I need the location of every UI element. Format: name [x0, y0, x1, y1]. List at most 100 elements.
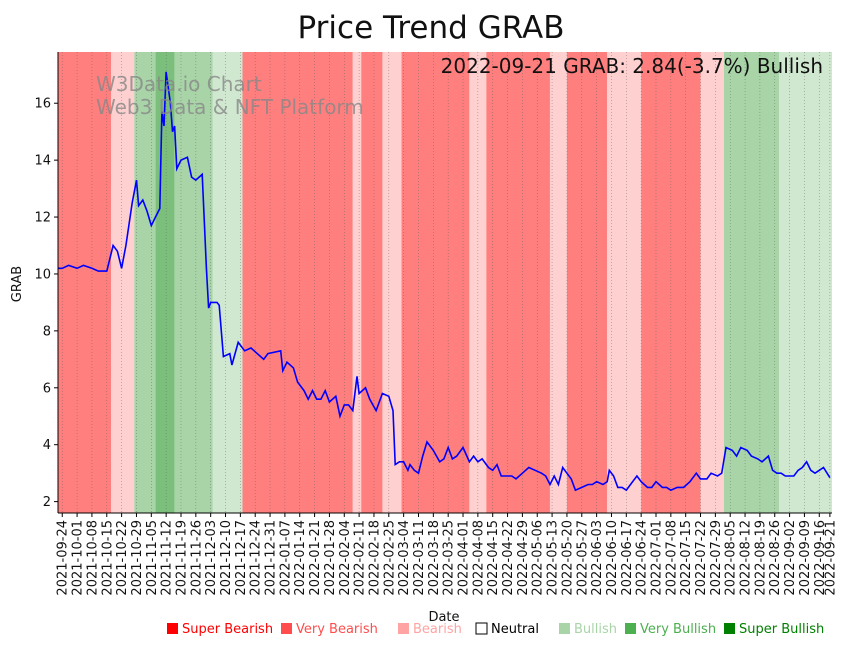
x-tick-label: 2022-07-15 — [679, 520, 694, 596]
regime-band-bearish — [352, 52, 362, 513]
legend-label-super_bullish: Super Bullish — [739, 622, 824, 637]
y-ticks: 2 4 6 8 10 12 14 16 — [34, 97, 58, 510]
x-tick-label: 2022-08-05 — [724, 520, 739, 596]
x-tick-label: 2022-08-26 — [768, 520, 783, 596]
legend-swatch-very_bearish — [281, 623, 292, 634]
x-tick-label: 2022-05-27 — [575, 520, 590, 596]
x-tick-label: 2022-07-22 — [694, 520, 709, 596]
x-tick-label: 2022-09-09 — [798, 520, 813, 596]
x-tick-label: 2021-12-24 — [249, 520, 264, 596]
x-tick-label: 2022-03-11 — [412, 520, 427, 596]
y-tick-label: 12 — [34, 211, 51, 226]
x-tick-label: 2022-02-18 — [367, 520, 382, 596]
x-tick-label: 2022-08-12 — [739, 520, 754, 596]
regime-band-bearish — [607, 52, 642, 513]
x-tick-label: 2021-10-29 — [130, 520, 145, 596]
x-tick-label: 2022-03-18 — [427, 520, 442, 596]
x-tick-label: 2022-04-08 — [471, 520, 486, 596]
legend-swatch-very_bullish — [625, 623, 636, 634]
x-tick-label: 2021-10-15 — [100, 520, 115, 596]
regime-band-bearish — [549, 52, 567, 513]
watermark-line-1: W3Data.io Chart — [96, 72, 262, 96]
legend-swatch-bearish — [398, 623, 409, 634]
regime-band-very_bearish — [58, 52, 112, 513]
legend-swatch-super_bearish — [167, 623, 178, 634]
y-tick-label: 4 — [43, 438, 51, 453]
regime-band-very_bullish — [134, 52, 156, 513]
regime-band-very_bullish — [723, 52, 779, 513]
x-tick-label: 2022-04-15 — [486, 520, 501, 596]
legend-label-super_bearish: Super Bearish — [182, 622, 273, 637]
x-tick-label: 2021-12-10 — [219, 520, 234, 596]
legend-label-very_bullish: Very Bullish — [640, 622, 716, 637]
regime-band-very_bearish — [361, 52, 383, 513]
regime-band-bullish — [212, 52, 243, 513]
x-tick-label: 2022-05-13 — [546, 520, 561, 596]
y-tick-label: 8 — [43, 324, 51, 339]
chart-title: Price Trend GRAB — [298, 10, 565, 46]
legend-label-very_bearish: Very Bearish — [296, 622, 378, 637]
regime-band-very_bearish — [486, 52, 550, 513]
regime-band-very_bearish — [242, 52, 353, 513]
regime-band-bullish — [778, 52, 832, 513]
x-tick-label: 2022-06-17 — [620, 520, 635, 596]
price-line — [58, 71, 831, 492]
regime-bands — [58, 52, 832, 513]
x-tick-label: 2021-11-12 — [160, 520, 175, 596]
watermark-line-2: Web3 Data & NFT Platform — [96, 95, 364, 119]
legend-swatch-neutral — [475, 622, 488, 635]
x-tick-label: 2021-12-17 — [234, 520, 249, 596]
x-tick-label: 2022-05-20 — [560, 520, 575, 596]
x-axis-label: Date — [428, 610, 459, 625]
x-tick-label: 2022-04-01 — [457, 520, 472, 596]
regime-band-bearish — [469, 52, 487, 513]
x-tick-label: 2022-01-28 — [323, 520, 338, 596]
regime-band-bearish — [700, 52, 724, 513]
x-tick-label: 2021-10-22 — [115, 520, 130, 596]
x-tick-label: 2022-09-02 — [783, 520, 798, 596]
x-tick-label: 2022-01-14 — [293, 520, 308, 596]
axes — [57, 52, 832, 514]
legend: Super Bearish Very Bearish Bearish Neutral B… — [167, 622, 824, 637]
x-ticks: 2021-09-24 2021-10-01 2021-10-08 2021-10-15… — [56, 513, 838, 596]
x-tick-label: 2021-10-01 — [71, 520, 86, 596]
x-tick-label: 2021-12-03 — [204, 520, 219, 596]
x-tick-label: 2022-06-24 — [635, 520, 650, 596]
x-tick-label: 2022-06-10 — [605, 520, 620, 596]
x-tick-label: 2022-09-21 — [823, 520, 838, 596]
x-tick-label: 2022-03-04 — [397, 520, 412, 596]
y-tick-label: 10 — [34, 267, 51, 282]
x-tick-label: 2021-10-08 — [85, 520, 100, 596]
x-tick-label: 2021-11-26 — [189, 520, 204, 596]
x-tick-label: 2022-07-08 — [664, 520, 679, 596]
x-tick-label: 2021-12-31 — [264, 520, 279, 596]
x-tick-label: 2022-07-29 — [709, 520, 724, 596]
x-tick-label: 2021-11-05 — [145, 520, 160, 596]
y-tick-label: 6 — [43, 381, 51, 396]
regime-band-very_bearish — [401, 52, 470, 513]
legend-label-neutral: Neutral — [491, 622, 539, 637]
y-axis-label: GRAB — [10, 266, 25, 302]
x-tick-label: 2021-11-19 — [174, 520, 189, 596]
x-tick-label: 2022-07-01 — [649, 520, 664, 596]
x-tick-label: 2022-08-19 — [753, 520, 768, 596]
vertical-gridlines — [61, 52, 831, 513]
x-tick-label: 2022-05-06 — [531, 520, 546, 596]
price-annotation: 2022-09-21 GRAB: 2.84(-3.7%) Bullish — [441, 54, 823, 78]
x-tick-label: 2022-01-07 — [278, 520, 293, 596]
y-tick-label: 2 — [43, 495, 51, 510]
x-tick-label: 2022-04-29 — [516, 520, 531, 596]
x-tick-label: 2022-02-04 — [338, 520, 353, 596]
x-tick-label: 2022-03-25 — [442, 520, 457, 596]
y-tick-label: 14 — [34, 154, 51, 169]
regime-band-bearish — [382, 52, 402, 513]
x-tick-label: 2022-09-16 — [813, 520, 828, 596]
regime-band-very_bearish — [566, 52, 608, 513]
legend-swatch-super_bullish — [724, 623, 735, 634]
legend-label-bullish: Bullish — [574, 622, 617, 637]
legend-label-bearish: Bearish — [413, 622, 462, 637]
x-tick-label: 2022-06-03 — [590, 520, 605, 596]
x-tick-label: 2021-09-24 — [56, 520, 71, 596]
regime-band-bearish — [111, 52, 135, 513]
